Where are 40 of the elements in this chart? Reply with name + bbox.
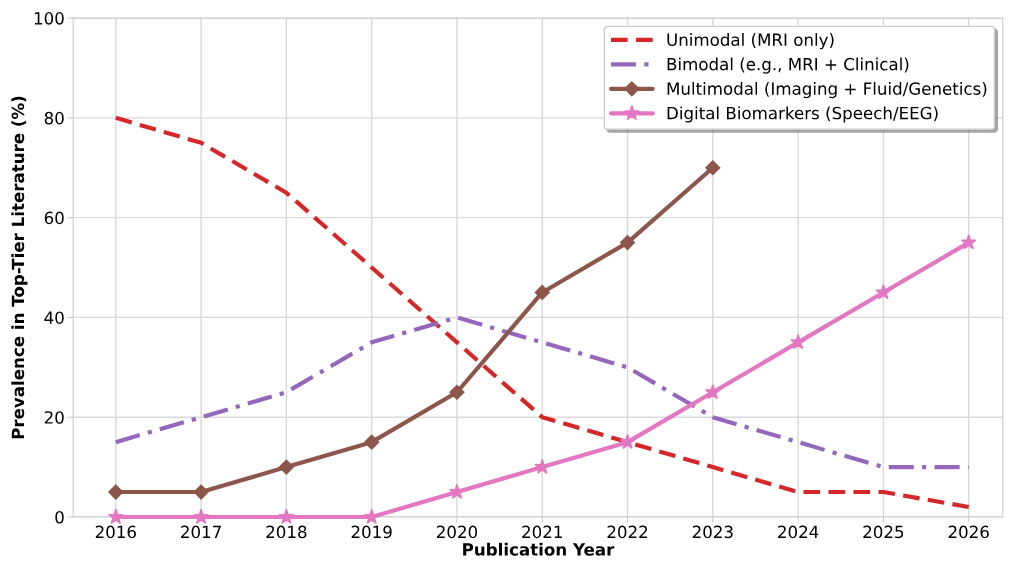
point: [875, 284, 892, 300]
x-tick-label: 2022: [607, 525, 648, 539]
line-series: [113, 315, 971, 470]
point: [278, 508, 295, 524]
x-tick-label: 2018: [266, 525, 307, 539]
point: [619, 235, 636, 251]
legend-label: Multimodal (Imaging + Fluid/Genetics): [667, 82, 987, 99]
x-tick-label: 2023: [692, 525, 733, 539]
x-tick-label: 2021: [522, 525, 562, 539]
point: [193, 484, 209, 500]
point: [108, 484, 124, 500]
point: [960, 234, 977, 250]
legend-label: Digital Biomarkers (Speech/EEG): [667, 106, 938, 123]
point: [705, 160, 721, 176]
point: [790, 334, 807, 350]
x-tick-label: 2026: [948, 525, 989, 539]
x-tick-label: 2019: [351, 525, 392, 539]
x-tick-label: 2017: [181, 525, 221, 539]
x-tick-label: 2016: [95, 525, 136, 539]
y-tick-label: 100: [34, 12, 64, 25]
point: [534, 284, 550, 301]
x-tick-label: 2025: [863, 525, 904, 539]
point: [364, 434, 380, 450]
point: [704, 383, 721, 400]
y-tick-label: 80: [44, 111, 64, 125]
x-tick-label: 2024: [778, 525, 819, 539]
y-tick-label: 40: [44, 311, 64, 324]
y-tick-label: 60: [44, 211, 64, 225]
y-axis-title: Prevalence in Top-Tier Literature (%): [11, 96, 28, 439]
point: [107, 508, 124, 524]
point: [193, 508, 210, 524]
y-tick-label: 0: [55, 510, 64, 524]
point: [449, 384, 465, 400]
x-axis-title: Publication Year: [463, 542, 615, 556]
x-tick-label: 2020: [436, 525, 478, 539]
legend-label: Unimodal (MRI only): [667, 33, 834, 50]
legend-label: Bimodal (e.g., MRI + Clinical): [667, 57, 909, 74]
point: [619, 433, 636, 450]
point: [278, 459, 294, 475]
y-tick-label: 20: [44, 411, 64, 424]
